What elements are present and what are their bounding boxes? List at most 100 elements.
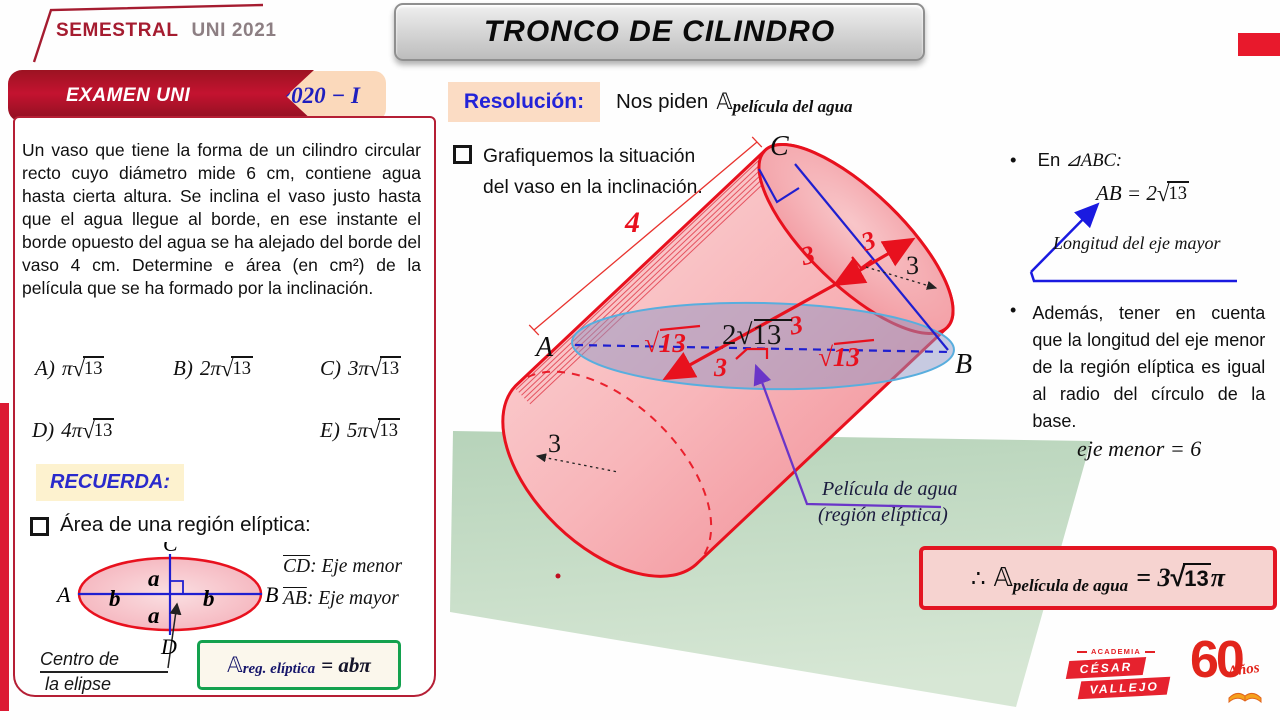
formula-ab: AB = 2 √ 13 <box>1096 181 1189 206</box>
recuerda-bullet: Área de una región elíptica: <box>30 513 420 537</box>
formula-subscript: reg. elíptica <box>242 660 316 677</box>
radical: √ 13 <box>82 418 115 443</box>
choice-c: C) 3π √ 13 <box>320 356 402 381</box>
axis-length-label: 2√13 <box>722 319 781 351</box>
final-answer-box: ∴ 𝔸 película de agua = 3 √ 13 π <box>919 546 1277 610</box>
step-1: Grafiquemos la situación del vaso en la … <box>453 141 753 203</box>
radical-sign: √ <box>82 418 95 443</box>
goal-subscript: película del agua <box>732 97 853 116</box>
choice-a: A) π √ 13 <box>35 356 105 381</box>
step-1-line-1: Grafiquemos la situación <box>483 146 696 167</box>
point-c-label: C <box>770 131 789 162</box>
label-b: B <box>265 582 278 607</box>
segment-3-label: 3 <box>786 310 806 341</box>
slide-title: TRONCO DE CILINDRO <box>483 15 836 48</box>
problem-statement: Un vaso que tiene la forma de un cilindr… <box>22 140 421 298</box>
right-angle-mark <box>170 580 184 594</box>
anniversary-number: 60 <box>1190 631 1245 689</box>
dimension-4-label: 4 <box>624 206 640 239</box>
segment-cd: CD <box>283 556 311 577</box>
film-label-line-2: (región elíptica) <box>818 504 948 526</box>
formula-rhs: = abπ <box>321 652 371 677</box>
major-axis-callout <box>1029 202 1237 283</box>
double-struck-a: 𝔸 <box>227 653 243 677</box>
radical-sign: √ <box>369 356 382 381</box>
hidden-base-rim <box>514 370 713 563</box>
sqrt13-right-label: √13 <box>818 342 860 372</box>
choice-d-coef: 4π <box>61 418 83 442</box>
recuerda-badge-label: RECUERDA: <box>50 471 170 493</box>
choice-c-coef: 3π <box>348 356 370 380</box>
academia-label: ACADEMIA <box>1068 647 1164 656</box>
academia-text: ACADEMIA <box>1090 647 1141 656</box>
cylinder-diagram: 4 3 3 3 3 √13 √13 2√13 3 3 A B C Películ… <box>450 131 1091 707</box>
radicand: 13 <box>1183 563 1211 593</box>
radical-sign: √ <box>1156 181 1170 206</box>
radius-3-top-label: 3 <box>906 251 919 280</box>
answer-subscript: película de agua <box>1012 576 1129 595</box>
red-right-angle-lower <box>735 347 769 360</box>
radius-3-bottom-label: 3 <box>548 429 561 458</box>
label-a: A <box>55 582 71 607</box>
ellipse-figure: A B C D a a b b <box>55 542 278 669</box>
cesar-vallejo-logo: ACADEMIA CÉSAR VALLEJO <box>1060 645 1171 707</box>
radical-bar <box>659 324 701 332</box>
exam-ribbon: EXAMEN UNI <box>8 70 314 122</box>
film-pointer-arrow <box>753 363 942 509</box>
triangle-abc: ⊿ABC: <box>1065 151 1123 171</box>
ellipse-area-formula: 𝔸 reg. elíptica = abπ <box>197 640 401 690</box>
therefore-symbol: ∴ <box>971 564 986 591</box>
dash-icon <box>1145 650 1155 653</box>
radicand: 13 <box>379 356 402 381</box>
label-semi-major-left: b <box>109 586 121 611</box>
radicand: 13 <box>378 418 400 443</box>
radicand: 13 <box>1167 181 1189 206</box>
center-pointer-arrow <box>167 602 182 669</box>
choice-a-coef: π <box>61 356 73 380</box>
red-right-angle-upper <box>851 256 873 270</box>
label-d: D <box>160 634 177 659</box>
recuerda-bullet-text: Área de una región elíptica: <box>60 513 311 536</box>
resolution-badge: Resolución: <box>448 82 600 122</box>
choice-d: D) 4π √ 13 <box>32 418 115 443</box>
bullet-dot-icon: • <box>1010 300 1017 320</box>
cesar-text: CÉSAR <box>1079 659 1133 677</box>
choice-e-label: E) <box>320 418 340 442</box>
label-c: C <box>163 542 178 556</box>
double-struck-a: 𝔸 <box>716 90 733 115</box>
answer-equals: = 3 <box>1136 563 1171 592</box>
slide-title-bar: TRONCO DE CILINDRO <box>394 3 925 61</box>
anniversary-word: Años <box>1226 659 1261 681</box>
label-semi-major-right: b <box>203 586 215 611</box>
radical: √ 13 <box>1170 562 1211 593</box>
choice-c-label: C) <box>320 356 341 380</box>
left-edge-strip <box>0 403 9 711</box>
stray-red-dot <box>555 573 561 579</box>
goal-prefix: Nos piden <box>616 90 709 113</box>
bullet-dot-icon: • <box>1010 149 1017 170</box>
radius-arrow-bottom <box>535 453 619 473</box>
book-icon <box>1228 692 1262 704</box>
callout-underline <box>1029 271 1237 283</box>
radical: √ 13 <box>221 356 253 381</box>
radicand: 13 <box>92 418 115 443</box>
course-header: SEMESTRAL UNI 2021 <box>56 20 277 42</box>
radical-bar <box>833 338 875 346</box>
dash-icon <box>1076 650 1087 653</box>
radical-sign: √ <box>220 356 234 381</box>
callout-arrow <box>1030 202 1100 273</box>
note-major-axis: AB: Eje mayor <box>283 588 399 610</box>
hatch-lines <box>515 152 782 405</box>
double-struck-a: 𝔸 <box>993 563 1013 593</box>
radical: √ 13 <box>1157 181 1189 206</box>
exam-ribbon-label: EXAMEN UNI <box>66 85 191 106</box>
radius-arrow-top <box>865 266 938 290</box>
radical-sign: √ <box>1170 562 1186 593</box>
caption-line-2: la elipse <box>45 674 112 694</box>
anniversary-logo: 60 Años <box>1190 631 1280 714</box>
note-major-text: : Eje mayor <box>306 588 399 609</box>
resolution-label: Resolución: <box>463 90 585 113</box>
step-1-line-2: del vaso en la inclinación. <box>483 177 703 198</box>
choice-a-label: A) <box>35 356 55 380</box>
